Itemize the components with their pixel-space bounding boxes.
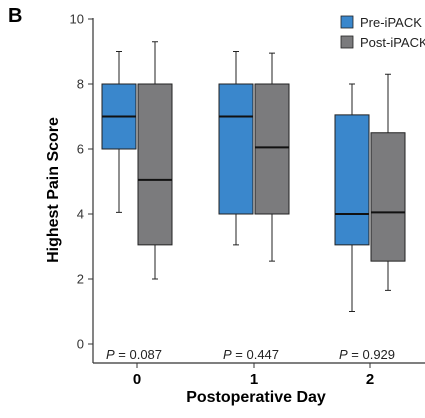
box-body bbox=[218, 83, 254, 215]
box-post-day-2 bbox=[370, 73, 406, 291]
box-body bbox=[137, 83, 173, 246]
p-symbol: P bbox=[106, 347, 115, 362]
p-symbol: P bbox=[339, 347, 348, 362]
y-tick-label: 2 bbox=[77, 272, 84, 287]
x-tick-label: 1 bbox=[250, 371, 258, 388]
legend-label-post: Post-iPACK bbox=[360, 35, 425, 50]
p-value-label: P = 0.929 bbox=[339, 347, 395, 362]
y-tick-label: 0 bbox=[77, 337, 84, 352]
p-value-annotations: P = 0.087 P = 0.447 P = 0.929 bbox=[106, 347, 395, 362]
box-body bbox=[334, 114, 370, 246]
y-tick-label: 10 bbox=[70, 12, 84, 27]
legend-swatch-pre bbox=[340, 15, 354, 29]
boxes bbox=[101, 41, 406, 312]
box-pre-day-1 bbox=[218, 51, 254, 246]
y-tick-label: 4 bbox=[77, 207, 84, 222]
y-axis-label: Highest Pain Score bbox=[45, 117, 62, 263]
legend-label-pre: Pre-iPACK bbox=[360, 15, 422, 30]
p-value-label: P = 0.447 bbox=[223, 347, 279, 362]
box-post-day-0 bbox=[137, 41, 173, 280]
x-tick-label: 0 bbox=[133, 371, 141, 388]
box-post-day-1 bbox=[254, 52, 290, 262]
box-body bbox=[370, 132, 406, 262]
p-value: = 0.929 bbox=[348, 347, 395, 362]
p-value: = 0.447 bbox=[232, 347, 279, 362]
box-pre-day-2 bbox=[334, 83, 370, 312]
panel-label: B bbox=[8, 5, 22, 27]
box-pre-day-0 bbox=[101, 51, 137, 213]
legend: Pre-iPACK Post-iPACK bbox=[340, 15, 425, 50]
legend-swatch-post bbox=[340, 35, 354, 49]
y-tick-label: 6 bbox=[77, 142, 84, 157]
box-body bbox=[254, 83, 290, 215]
p-value-label: P = 0.087 bbox=[106, 347, 162, 362]
x-axis-ticks: 0 1 2 bbox=[133, 363, 374, 388]
p-symbol: P bbox=[223, 347, 232, 362]
y-axis-ticks: 0 2 4 6 8 10 bbox=[70, 12, 93, 352]
x-tick-label: 2 bbox=[366, 371, 374, 388]
x-axis-label: Postoperative Day bbox=[186, 389, 326, 406]
y-tick-label: 8 bbox=[77, 77, 84, 92]
p-value: = 0.087 bbox=[115, 347, 162, 362]
